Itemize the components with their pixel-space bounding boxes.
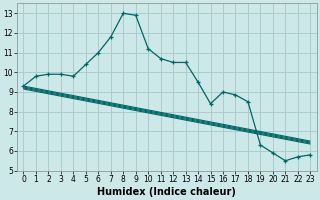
X-axis label: Humidex (Indice chaleur): Humidex (Indice chaleur) <box>98 187 236 197</box>
